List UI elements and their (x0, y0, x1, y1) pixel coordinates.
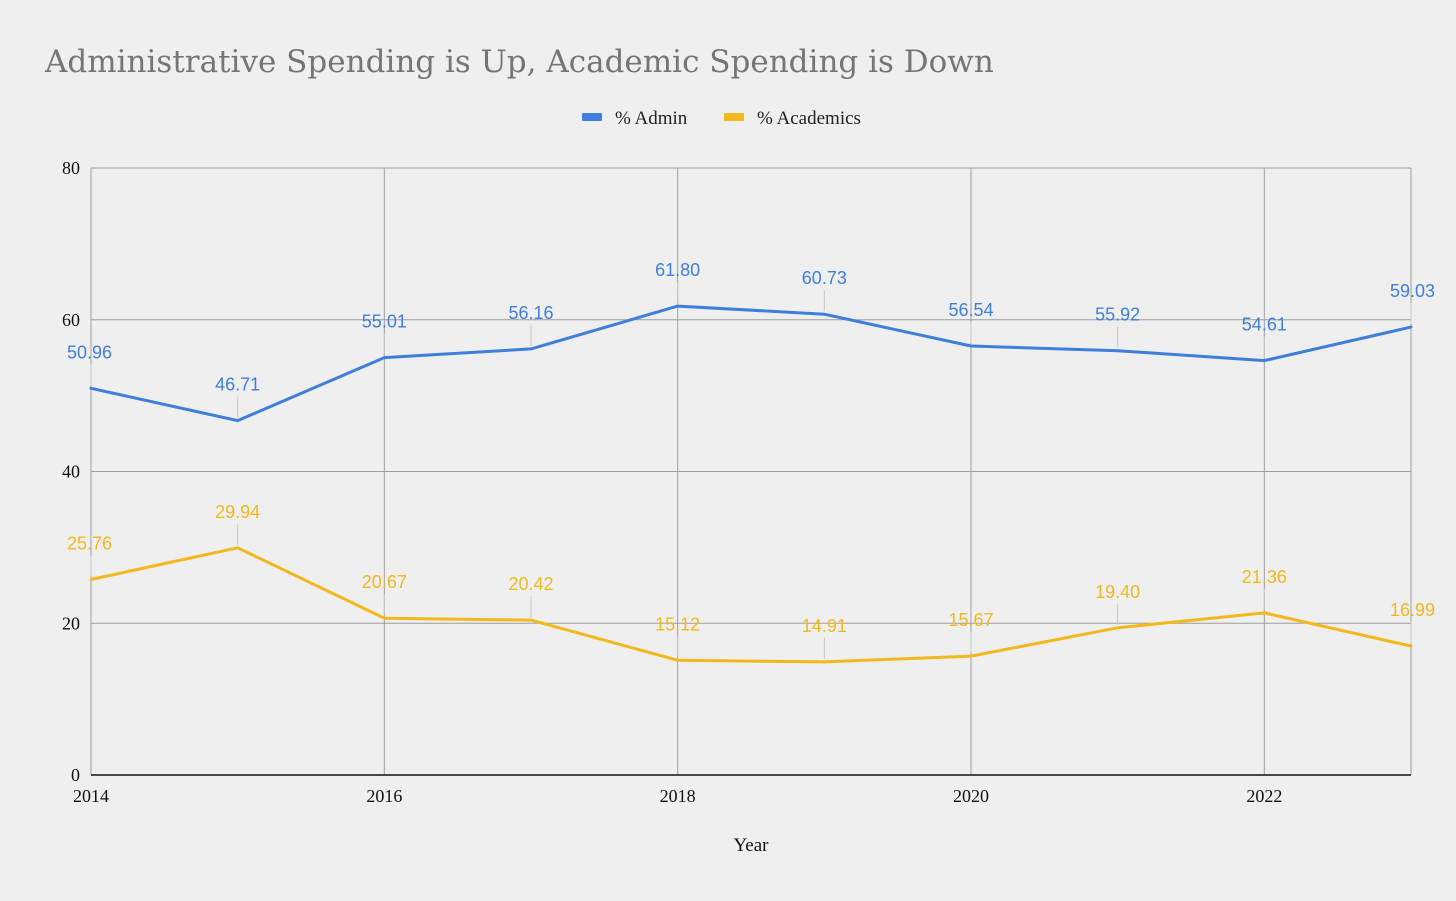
series-line-admin (89, 304, 1413, 423)
chart-title: Administrative Spending is Up, Academic … (44, 44, 994, 80)
series-lines (89, 304, 1413, 664)
legend-swatch-academics (724, 113, 744, 121)
data-label-academics: 29.94 (215, 502, 260, 522)
x-tick-label: 2018 (660, 786, 696, 806)
data-label-academics: 16.99 (1390, 600, 1435, 620)
data-label-admin: 55.01 (362, 312, 407, 332)
y-tick-label: 20 (62, 613, 80, 633)
data-label-academics: 25.76 (67, 534, 112, 554)
grid (90, 167, 1412, 775)
data-label-academics: 20.42 (508, 574, 553, 594)
legend-swatch-admin (582, 113, 602, 121)
legend: % Admin % Academics (582, 108, 861, 129)
x-tick-label: 2014 (73, 786, 109, 806)
data-label-admin: 54.61 (1242, 315, 1287, 335)
data-label-academics: 19.40 (1095, 582, 1140, 602)
data-label-admin: 60.73 (802, 268, 847, 288)
axes: 0 20 40 60 80 2014 2016 2018 2020 2022 (62, 158, 1411, 806)
series-line-academics (89, 546, 1413, 664)
data-label-academics: 15.67 (948, 610, 993, 630)
legend-label-academics: % Academics (757, 108, 861, 129)
data-label-admin: 46.71 (215, 375, 260, 395)
y-tick-label: 0 (71, 765, 80, 785)
y-tick-label: 80 (62, 158, 80, 178)
data-label-academics: 15.12 (655, 614, 700, 634)
x-tick-label: 2016 (366, 786, 402, 806)
data-label-admin: 56.16 (508, 303, 553, 323)
data-label-academics: 20.67 (362, 572, 407, 592)
data-label-admin: 50.96 (67, 342, 112, 362)
legend-label-admin: % Admin (615, 108, 688, 129)
data-label-admin: 56.54 (948, 300, 993, 320)
data-label-admin: 61.80 (655, 260, 700, 280)
data-label-academics: 21.36 (1242, 567, 1287, 587)
data-label-admin: 55.92 (1095, 305, 1140, 325)
x-axis-title: Year (733, 835, 769, 856)
data-label-academics: 14.91 (802, 616, 847, 636)
x-tick-label: 2022 (1246, 786, 1282, 806)
x-tick-label: 2020 (953, 786, 989, 806)
data-labels: 50.96 46.71 55.01 56.16 61.80 60.73 56.54 55.92… (67, 260, 1435, 659)
y-tick-label: 40 (62, 462, 80, 482)
data-label-admin: 59.03 (1390, 281, 1435, 301)
y-tick-label: 60 (62, 310, 80, 330)
